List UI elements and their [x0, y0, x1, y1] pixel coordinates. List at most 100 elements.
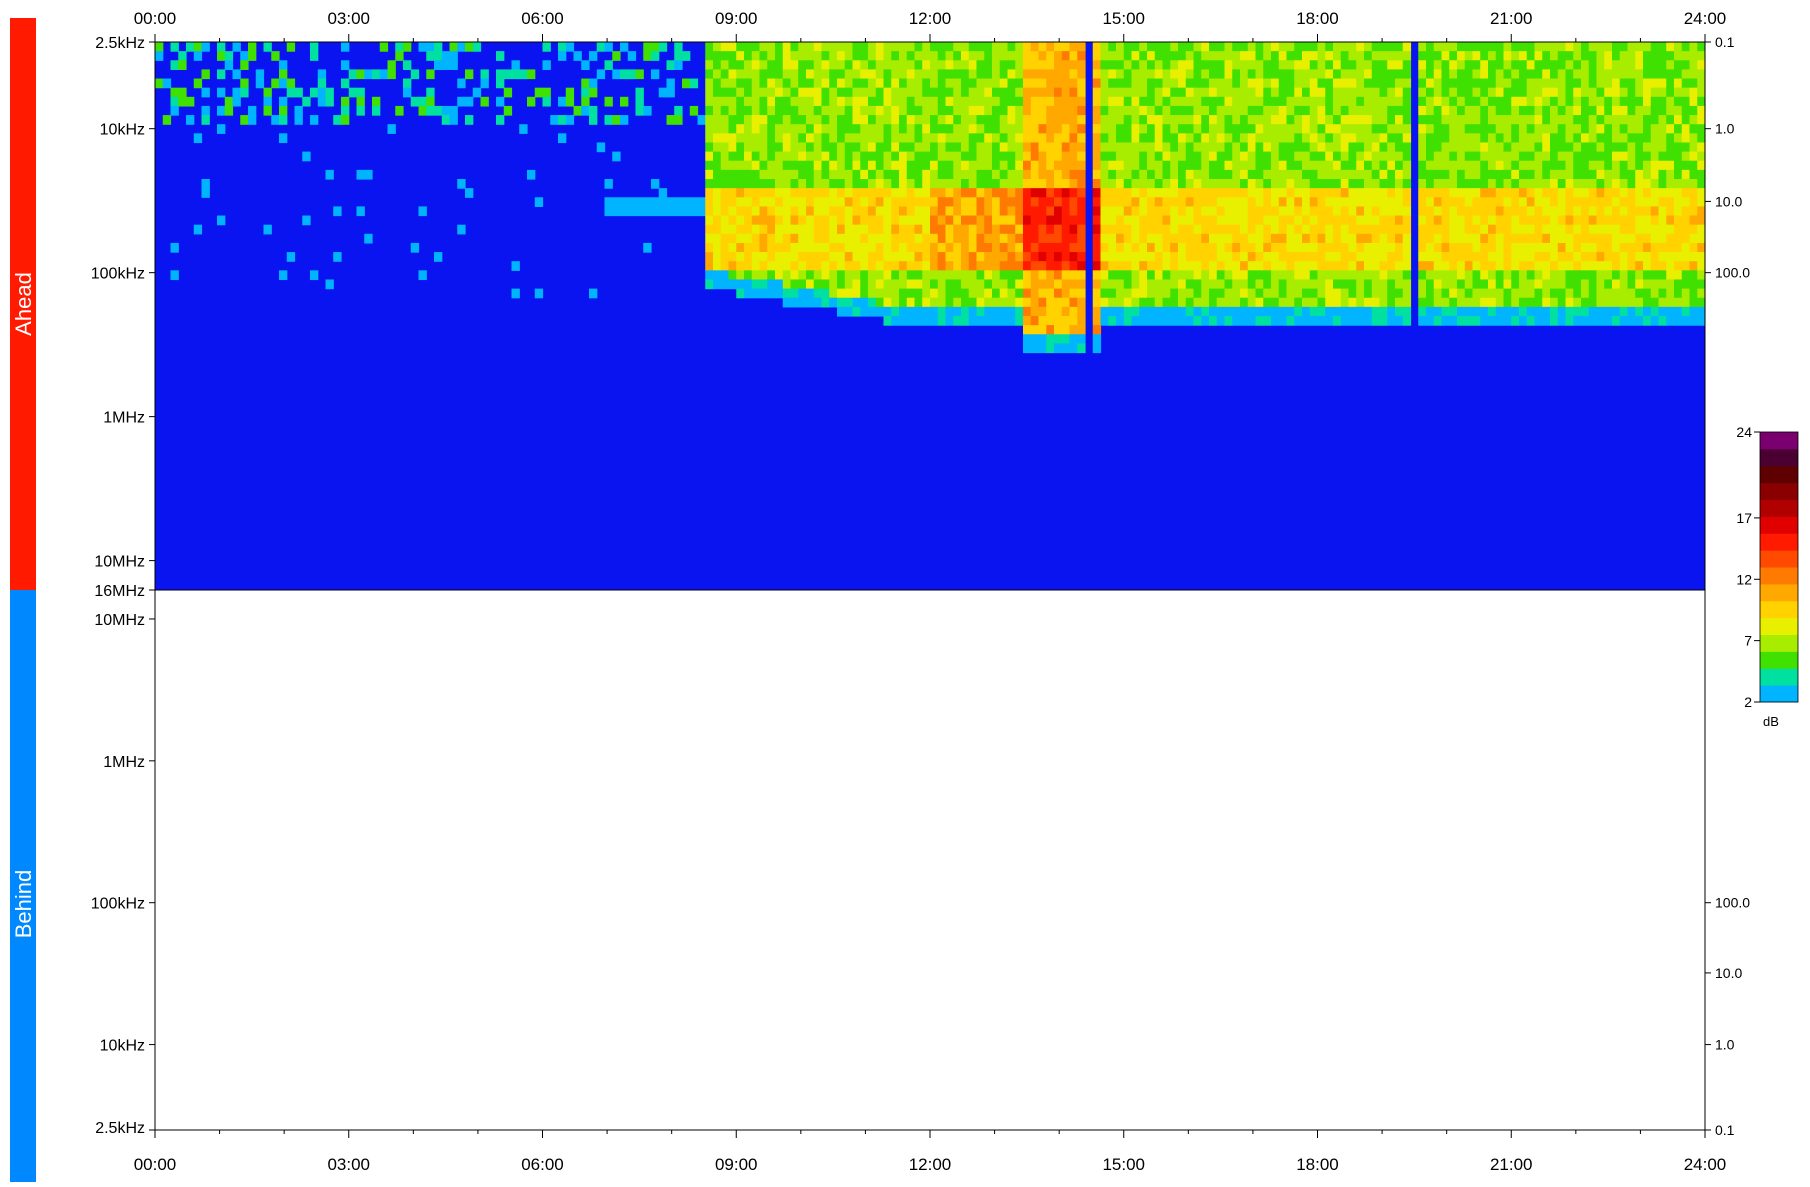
spectrogram-cell	[232, 42, 241, 52]
spectrogram-cell	[1224, 42, 1233, 52]
spectrogram-cell	[1588, 215, 1598, 226]
spectrogram-cell	[891, 188, 900, 198]
spectrogram-cell	[1464, 69, 1474, 80]
spectrogram-cell	[1557, 242, 1567, 253]
spectrogram-cell	[1689, 224, 1698, 235]
spectrogram-cell	[1449, 233, 1458, 244]
spectrogram-cell	[1495, 288, 1505, 299]
spectrogram-cell	[806, 215, 815, 226]
spectrogram-cell	[1100, 124, 1109, 134]
spectrogram-cell	[775, 60, 784, 70]
spectrogram-cell	[852, 215, 861, 226]
spectrogram-cell	[1178, 215, 1187, 226]
spectrogram-cell	[1030, 334, 1040, 344]
spectrogram-cell	[1565, 197, 1574, 207]
spectrogram-cell	[1557, 288, 1567, 299]
spectrogram-cell	[155, 78, 164, 89]
spectrogram-cell	[1472, 115, 1481, 125]
spectrogram-cell	[1077, 279, 1086, 290]
spectrogram-cell	[565, 115, 575, 125]
spectrogram-cell	[1030, 78, 1040, 89]
spectrogram-cell	[1449, 306, 1458, 317]
spectrogram-cell	[1023, 142, 1032, 153]
spectrogram-cell	[1519, 151, 1528, 162]
spectrogram-cell	[914, 133, 923, 144]
spectrogram-cell	[1581, 224, 1590, 235]
spectrogram-cell	[1054, 215, 1063, 226]
spectrogram-cell	[891, 316, 900, 326]
spectrogram-cell	[1379, 288, 1388, 299]
spectrogram-cell	[1162, 133, 1171, 144]
spectrogram-cell	[868, 60, 877, 70]
spectrogram-cell	[1588, 206, 1598, 217]
spectrogram-cell	[914, 169, 923, 180]
spectrogram-cell	[736, 124, 745, 134]
spectrogram-cell	[759, 87, 768, 98]
spectrogram-cell	[875, 197, 885, 207]
spectrogram-cell	[1170, 242, 1179, 253]
spectrogram-cell	[1046, 169, 1055, 180]
spectrogram-cell	[999, 96, 1009, 107]
spectrogram-cell	[1092, 306, 1102, 317]
spectrogram-cell	[1464, 78, 1474, 89]
spectrogram-cell	[1247, 124, 1257, 134]
spectrogram-cell	[217, 124, 226, 134]
spectrogram-cell	[1526, 60, 1536, 70]
spectrogram-cell	[1666, 316, 1675, 326]
spectrogram-cell	[1387, 188, 1396, 198]
spectrogram-cell	[1511, 206, 1520, 217]
spectrogram-cell	[1147, 42, 1156, 52]
spectrogram-cell	[1612, 115, 1621, 125]
spectrogram-cell	[999, 279, 1009, 290]
spectrogram-cell	[1100, 51, 1109, 61]
spectrogram-cell	[1333, 316, 1342, 326]
spectrogram-cell	[1526, 252, 1536, 262]
spectrogram-cell	[914, 215, 923, 226]
spectrogram-cell	[798, 261, 807, 271]
spectrogram-cell	[1108, 224, 1117, 235]
spectrogram-cell	[1247, 233, 1257, 244]
spectrogram-cell	[1108, 215, 1117, 226]
spectrogram-cell	[899, 179, 908, 189]
spectrogram-cell	[1271, 124, 1280, 134]
spectrogram-cell	[1325, 51, 1334, 61]
spectrogram-cell	[1511, 242, 1520, 253]
spectrogram-cell	[1511, 169, 1520, 180]
spectrogram-cell	[976, 242, 985, 253]
spectrogram-cell	[852, 188, 861, 198]
spectrogram-cell	[612, 151, 621, 162]
spectrogram-cell	[1224, 124, 1233, 134]
spectrogram-cell	[976, 215, 985, 226]
spectrogram-cell	[689, 197, 699, 207]
spectrogram-cell	[1449, 261, 1458, 271]
spectrogram-cell	[1426, 224, 1435, 235]
spectrogram-cell	[1092, 297, 1102, 308]
spectrogram-cell	[1100, 316, 1109, 326]
spectrogram-cell	[775, 279, 784, 290]
freq-tick-label: 16MHz	[94, 583, 145, 600]
spectrogram-cell	[302, 96, 311, 107]
spectrogram-cell	[1015, 51, 1024, 61]
spectrogram-cell	[1209, 270, 1218, 281]
spectrogram-cell	[403, 42, 412, 52]
spectrogram-cell	[441, 105, 451, 116]
spectrogram-cell	[1178, 115, 1187, 125]
spectrogram-cell	[1534, 60, 1543, 70]
spectrogram-cell	[1224, 60, 1233, 70]
spectrogram-cell	[286, 78, 296, 89]
spectrogram-cell	[751, 142, 761, 153]
spectrogram-cell	[1038, 124, 1047, 134]
spectrogram-cell	[1325, 252, 1334, 262]
spectrogram-cell	[976, 87, 985, 98]
spectrogram-cell	[1054, 188, 1063, 198]
spectrogram-cell	[1526, 124, 1536, 134]
spectrogram-cell	[798, 51, 807, 61]
spectrogram-cell	[775, 233, 784, 244]
spectrogram-cell	[527, 169, 536, 180]
spectrogram-cell	[1100, 270, 1109, 281]
spectrogram-cell	[1209, 261, 1218, 271]
spectrogram-cell	[1092, 151, 1102, 162]
spectrogram-cell	[1511, 306, 1520, 317]
spectrogram-cell	[782, 252, 792, 262]
spectrogram-cell	[968, 105, 978, 116]
